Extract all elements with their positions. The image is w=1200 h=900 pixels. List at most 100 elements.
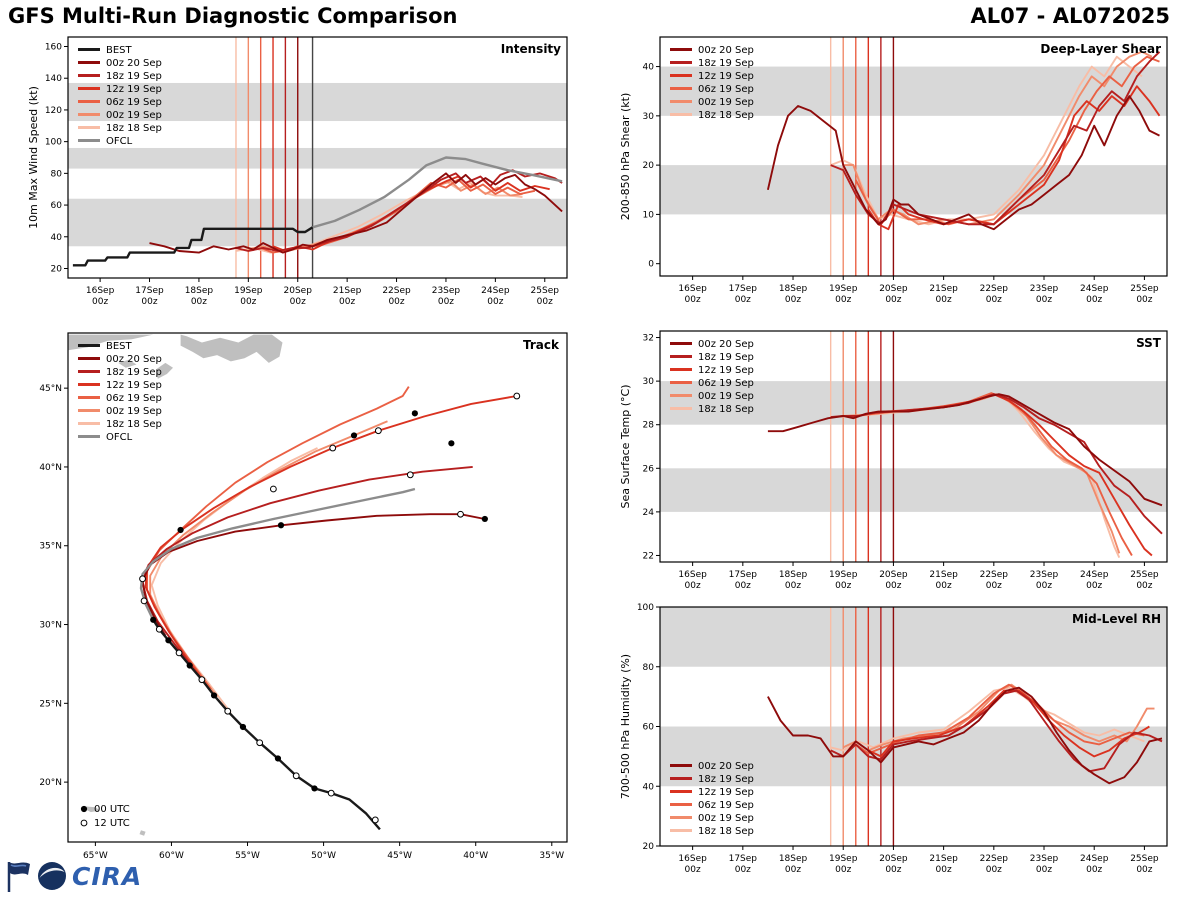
- noaa-logo-icon: [38, 862, 66, 890]
- svg-text:00z: 00z: [785, 295, 801, 305]
- svg-text:20: 20: [51, 264, 63, 274]
- svg-text:BEST: BEST: [106, 341, 133, 352]
- svg-text:24Sep: 24Sep: [1080, 570, 1109, 580]
- svg-text:00z: 00z: [785, 865, 801, 875]
- svg-text:10: 10: [643, 210, 655, 220]
- svg-text:18Sep: 18Sep: [779, 284, 808, 294]
- intensity-chart-panel: 16Sep00z17Sep00z18Sep00z19Sep00z20Sep00z…: [27, 36, 568, 307]
- svg-text:30°N: 30°N: [39, 621, 62, 631]
- svg-text:00z: 00z: [685, 865, 701, 875]
- svg-text:00z: 00z: [191, 297, 207, 307]
- svg-text:18z 18 Sep: 18z 18 Sep: [698, 110, 754, 121]
- svg-text:50°W: 50°W: [311, 851, 336, 861]
- sst-chart-panel: 16Sep00z17Sep00z18Sep00z19Sep00z20Sep00z…: [619, 330, 1168, 591]
- svg-text:24: 24: [643, 508, 655, 518]
- svg-text:26: 26: [643, 464, 655, 474]
- svg-text:00z 20 Sep: 00z 20 Sep: [698, 761, 754, 772]
- svg-text:22Sep: 22Sep: [382, 286, 411, 296]
- svg-text:16Sep: 16Sep: [678, 854, 707, 864]
- svg-text:19Sep: 19Sep: [829, 284, 858, 294]
- footer-logos: CIRA: [4, 858, 142, 894]
- svg-text:24Sep: 24Sep: [1080, 284, 1109, 294]
- svg-text:24Sep: 24Sep: [481, 286, 510, 296]
- svg-text:23Sep: 23Sep: [1030, 284, 1059, 294]
- svg-text:80: 80: [643, 663, 655, 673]
- svg-text:21Sep: 21Sep: [929, 854, 958, 864]
- svg-text:25Sep: 25Sep: [1130, 570, 1159, 580]
- svg-text:00z: 00z: [885, 295, 901, 305]
- svg-text:00z: 00z: [735, 295, 751, 305]
- svg-text:00z: 00z: [537, 297, 553, 307]
- rh-chart-panel: 16Sep00z17Sep00z18Sep00z19Sep00z20Sep00z…: [619, 603, 1168, 875]
- svg-text:Intensity: Intensity: [501, 42, 561, 56]
- svg-text:00z 19 Sep: 00z 19 Sep: [106, 406, 162, 417]
- svg-text:18z 19 Sep: 18z 19 Sep: [698, 774, 754, 785]
- svg-text:00z 20 Sep: 00z 20 Sep: [698, 339, 754, 350]
- svg-text:00z 19 Sep: 00z 19 Sep: [698, 97, 754, 108]
- svg-text:BEST: BEST: [106, 45, 133, 56]
- svg-text:21Sep: 21Sep: [333, 286, 362, 296]
- svg-text:00z: 00z: [388, 297, 404, 307]
- svg-text:22: 22: [643, 551, 654, 561]
- svg-text:00z: 00z: [487, 297, 503, 307]
- svg-text:00z: 00z: [986, 865, 1002, 875]
- svg-text:55°W: 55°W: [235, 851, 260, 861]
- track-map-panel: 65°W 60°W 55°W 50°W 45°W 40°W 35°W 20°N 25°N 30°N…: [39, 332, 568, 861]
- svg-text:00z: 00z: [685, 295, 701, 305]
- svg-text:17Sep: 17Sep: [729, 284, 758, 294]
- svg-text:100: 100: [45, 138, 62, 148]
- svg-text:40°W: 40°W: [463, 851, 488, 861]
- svg-text:18z 19 Sep: 18z 19 Sep: [698, 352, 754, 363]
- svg-text:40: 40: [643, 63, 655, 73]
- svg-text:00z: 00z: [735, 865, 751, 875]
- figure-header: GFS Multi-Run Diagnostic Comparison AL07…: [0, 0, 1200, 30]
- svg-text:22Sep: 22Sep: [980, 854, 1009, 864]
- svg-text:00z: 00z: [885, 865, 901, 875]
- svg-text:24Sep: 24Sep: [1080, 854, 1109, 864]
- svg-text:00z: 00z: [936, 865, 952, 875]
- svg-text:25Sep: 25Sep: [1130, 284, 1159, 294]
- svg-text:21Sep: 21Sep: [929, 570, 958, 580]
- svg-text:00z: 00z: [785, 581, 801, 591]
- svg-text:17Sep: 17Sep: [135, 286, 164, 296]
- svg-text:0: 0: [648, 260, 654, 270]
- svg-text:18z 18 Sep: 18z 18 Sep: [698, 404, 754, 415]
- page-title: GFS Multi-Run Diagnostic Comparison: [8, 4, 458, 28]
- svg-text:25Sep: 25Sep: [531, 286, 560, 296]
- svg-text:18z 19 Sep: 18z 19 Sep: [106, 71, 162, 82]
- svg-text:00z: 00z: [986, 295, 1002, 305]
- svg-text:18z 18 Sep: 18z 18 Sep: [106, 419, 162, 430]
- svg-text:12z 19 Sep: 12z 19 Sep: [106, 380, 162, 391]
- svg-text:30: 30: [643, 112, 655, 122]
- svg-text:00z: 00z: [1136, 865, 1152, 875]
- svg-text:120: 120: [45, 106, 62, 116]
- svg-text:Deep-Layer Shear: Deep-Layer Shear: [1040, 42, 1161, 56]
- svg-text:45°N: 45°N: [39, 384, 62, 394]
- cira-flag-icon: [7, 862, 30, 892]
- svg-text:40°N: 40°N: [39, 463, 62, 473]
- svg-text:00z: 00z: [438, 297, 454, 307]
- svg-text:60°W: 60°W: [159, 851, 184, 861]
- svg-text:60: 60: [643, 723, 655, 733]
- svg-text:60: 60: [51, 201, 63, 211]
- svg-text:Mid-Level RH: Mid-Level RH: [1072, 612, 1161, 626]
- svg-text:00z: 00z: [141, 297, 157, 307]
- svg-text:45°W: 45°W: [387, 851, 412, 861]
- svg-text:200-850 hPa Shear (kt): 200-850 hPa Shear (kt): [619, 93, 632, 221]
- svg-text:SST: SST: [1136, 336, 1162, 350]
- svg-text:00z: 00z: [1086, 865, 1102, 875]
- svg-text:06z 19 Sep: 06z 19 Sep: [106, 393, 162, 404]
- svg-text:18z 19 Sep: 18z 19 Sep: [106, 367, 162, 378]
- svg-text:25Sep: 25Sep: [1130, 854, 1159, 864]
- svg-text:17Sep: 17Sep: [729, 570, 758, 580]
- svg-text:20: 20: [643, 842, 655, 852]
- svg-text:12 UTC: 12 UTC: [94, 818, 130, 829]
- svg-text:19Sep: 19Sep: [829, 854, 858, 864]
- svg-text:160: 160: [45, 43, 62, 53]
- svg-text:20: 20: [643, 161, 655, 171]
- svg-text:00z: 00z: [1136, 295, 1152, 305]
- svg-text:23Sep: 23Sep: [1030, 570, 1059, 580]
- svg-text:12z 19 Sep: 12z 19 Sep: [698, 365, 754, 376]
- svg-text:25°N: 25°N: [39, 699, 62, 709]
- svg-text:22Sep: 22Sep: [980, 570, 1009, 580]
